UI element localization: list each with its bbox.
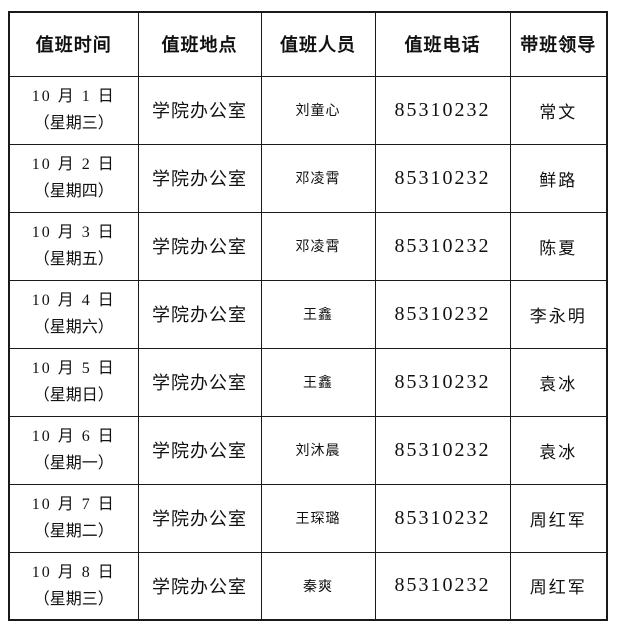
duty-person-cell: 王鑫	[260, 347, 376, 417]
duty-location-cell: 学院办公室	[137, 75, 262, 145]
table-row: 10 月 8 日 （星期三） 学院办公室 秦爽 85310232 周红军	[8, 551, 608, 621]
weekday-line: （星期六）	[33, 319, 114, 336]
date-line: 10 月 3 日	[31, 224, 116, 241]
duty-phone-cell: 85310232	[374, 415, 511, 485]
duty-leader-cell: 袁冰	[509, 347, 608, 417]
duty-location-cell: 学院办公室	[137, 279, 262, 349]
header-row: 值班时间 值班地点 值班人员 值班电话 带班领导	[8, 11, 608, 77]
date-line: 10 月 1 日	[31, 88, 116, 105]
duty-location-cell: 学院办公室	[137, 143, 262, 213]
duty-person-cell: 刘沐晨	[260, 415, 376, 485]
col-header-duty-location: 值班地点	[137, 11, 262, 77]
duty-leader-cell: 鲜路	[509, 143, 608, 213]
duty-person-cell: 秦爽	[260, 551, 376, 621]
weekday-line: （星期四）	[33, 183, 114, 200]
duty-time-cell: 10 月 8 日 （星期三）	[8, 551, 139, 621]
date-line: 10 月 7 日	[31, 496, 116, 513]
duty-time-cell: 10 月 5 日 （星期日）	[8, 347, 139, 417]
duty-leader-cell: 陈夏	[509, 211, 608, 281]
col-header-duty-phone: 值班电话	[374, 11, 511, 77]
duty-leader-cell: 袁冰	[509, 415, 608, 485]
table-row: 10 月 3 日 （星期五） 学院办公室 邓凌霄 85310232 陈夏	[8, 211, 608, 281]
duty-leader-cell: 常文	[509, 75, 608, 145]
date-line: 10 月 6 日	[31, 428, 116, 445]
duty-time-cell: 10 月 6 日 （星期一）	[8, 415, 139, 485]
weekday-line: （星期一）	[33, 455, 114, 472]
duty-person-cell: 王鑫	[260, 279, 376, 349]
duty-person-cell: 王琛璐	[260, 483, 376, 553]
weekday-line: （星期三）	[33, 115, 114, 132]
weekday-line: （星期日）	[33, 387, 114, 404]
duty-location-cell: 学院办公室	[137, 483, 262, 553]
duty-phone-cell: 85310232	[374, 211, 511, 281]
duty-time-cell: 10 月 2 日 （星期四）	[8, 143, 139, 213]
duty-person-cell: 邓凌霄	[260, 143, 376, 213]
duty-phone-cell: 85310232	[374, 75, 511, 145]
col-header-duty-leader: 带班领导	[509, 11, 608, 77]
weekday-line: （星期五）	[33, 251, 114, 268]
weekday-line: （星期二）	[33, 523, 114, 540]
table-row: 10 月 4 日 （星期六） 学院办公室 王鑫 85310232 李永明	[8, 279, 608, 349]
date-line: 10 月 8 日	[31, 563, 116, 581]
duty-phone-cell: 85310232	[374, 279, 511, 349]
duty-time-cell: 10 月 3 日 （星期五）	[8, 211, 139, 281]
date-line: 10 月 2 日	[31, 156, 116, 173]
table-row: 10 月 1 日 （星期三） 学院办公室 刘童心 85310232 常文	[8, 75, 608, 145]
duty-phone-cell: 85310232	[374, 347, 511, 417]
date-line: 10 月 5 日	[31, 360, 116, 377]
duty-leader-cell: 李永明	[509, 279, 608, 349]
duty-schedule-table: 值班时间 值班地点 值班人员 值班电话 带班领导 10 月 1 日 （星期三） …	[8, 11, 608, 621]
weekday-line: （星期三）	[33, 590, 114, 608]
duty-time-cell: 10 月 1 日 （星期三）	[8, 75, 139, 145]
col-header-duty-time: 值班时间	[8, 11, 139, 77]
duty-leader-cell: 周红军	[509, 483, 608, 553]
duty-time-cell: 10 月 7 日 （星期二）	[8, 483, 139, 553]
duty-leader-cell: 周红军	[509, 551, 608, 621]
col-header-duty-person: 值班人员	[260, 11, 376, 77]
table-row: 10 月 5 日 （星期日） 学院办公室 王鑫 85310232 袁冰	[8, 347, 608, 417]
duty-person-cell: 刘童心	[260, 75, 376, 145]
table-row: 10 月 7 日 （星期二） 学院办公室 王琛璐 85310232 周红军	[8, 483, 608, 553]
table-row: 10 月 2 日 （星期四） 学院办公室 邓凌霄 85310232 鲜路	[8, 143, 608, 213]
duty-phone-cell: 85310232	[374, 551, 511, 621]
duty-location-cell: 学院办公室	[137, 347, 262, 417]
duty-phone-cell: 85310232	[374, 143, 511, 213]
table-row: 10 月 6 日 （星期一） 学院办公室 刘沐晨 85310232 袁冰	[8, 415, 608, 485]
date-line: 10 月 4 日	[31, 292, 116, 309]
duty-phone-cell: 85310232	[374, 483, 511, 553]
duty-location-cell: 学院办公室	[137, 415, 262, 485]
duty-time-cell: 10 月 4 日 （星期六）	[8, 279, 139, 349]
duty-person-cell: 邓凌霄	[260, 211, 376, 281]
duty-location-cell: 学院办公室	[137, 211, 262, 281]
duty-location-cell: 学院办公室	[137, 551, 262, 621]
